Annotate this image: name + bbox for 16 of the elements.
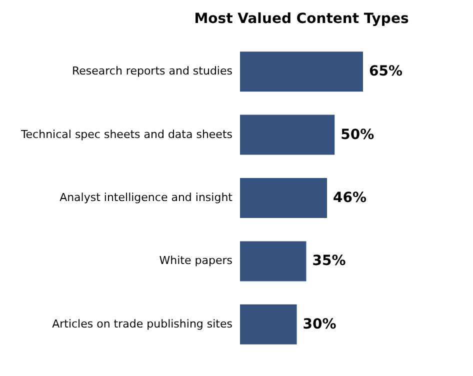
- data-label: 30%: [302, 316, 336, 332]
- chart-title: Most Valued Content Types: [194, 11, 409, 27]
- data-label: 35%: [312, 253, 346, 270]
- data-label: 46%: [333, 190, 367, 206]
- bar: [240, 304, 297, 344]
- bar: [240, 52, 363, 92]
- data-label: 65%: [369, 64, 403, 80]
- y-tick-label: Research reports and studies: [72, 64, 233, 78]
- y-tick-label: Articles on trade publishing sites: [52, 317, 233, 330]
- bar: [240, 178, 328, 218]
- y-tick-label: White papers: [159, 254, 233, 268]
- data-label: 50%: [340, 126, 374, 143]
- y-tick-label: Technical spec sheets and data sheets: [20, 128, 233, 141]
- y-tick-label: Analyst intelligence and insight: [60, 191, 234, 204]
- bar: [240, 241, 306, 282]
- bar: [240, 114, 335, 155]
